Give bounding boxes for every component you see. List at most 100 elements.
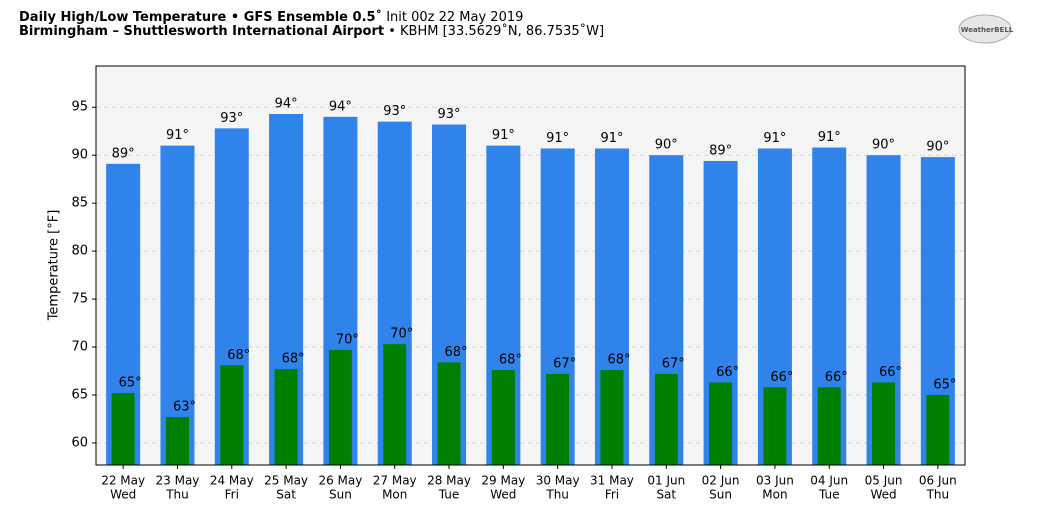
x-tick-label: 02 Jun (702, 474, 740, 488)
chart-subtitle: Birmingham – Shuttlesworth International… (19, 23, 604, 39)
x-tick-weekday: Wed (110, 488, 136, 502)
x-tick-weekday: Tue (438, 488, 460, 502)
value-label: 63° (173, 400, 196, 415)
logo-badge (958, 14, 1012, 44)
x-tick-label: 03 Jun (756, 474, 794, 488)
title-main: Daily High/Low Temperature • GFS Ensembl… (19, 9, 382, 25)
x-tick-label: 28 May (427, 474, 471, 488)
value-label: 66° (879, 365, 902, 380)
x-tick-label: 05 Jun (865, 474, 903, 488)
value-label: 67° (662, 356, 685, 371)
value-label: 94° (275, 96, 298, 111)
bar (654, 373, 678, 465)
x-tick-label: 27 May (373, 474, 417, 488)
x-tick-weekday: Tue (818, 488, 840, 502)
x-tick-label: 04 Jun (810, 474, 848, 488)
value-label: 67° (553, 356, 576, 371)
x-tick-label: 22 May (101, 474, 145, 488)
bar-layer (106, 113, 955, 466)
value-label: 68° (227, 348, 250, 363)
value-label: 91° (818, 130, 841, 145)
bar (709, 382, 733, 465)
x-tick-weekday: Fri (225, 488, 239, 502)
value-label: 70° (336, 332, 359, 347)
value-label: 66° (716, 365, 739, 380)
x-tick-weekday: Sun (329, 488, 352, 502)
value-label: 89° (112, 146, 135, 161)
plot-frame (95, 65, 966, 466)
y-axis-label: Temperature [°F] (47, 210, 62, 322)
bar (165, 417, 189, 465)
value-label: 91° (492, 128, 515, 143)
logo: WeatherBELL (961, 26, 1014, 34)
y-tick-label: 95 (71, 100, 88, 115)
value-label: 91° (546, 131, 569, 146)
bar (111, 393, 135, 465)
value-label: 93° (438, 107, 461, 122)
bar (274, 369, 298, 465)
bar (872, 382, 896, 465)
y-tick-label: 65 (71, 387, 88, 402)
y-tick-label: 85 (71, 196, 88, 211)
value-label: 65° (119, 376, 142, 391)
bar (600, 370, 624, 465)
value-label: 68° (607, 353, 630, 368)
value-label: 68° (445, 345, 468, 360)
value-label: 94° (329, 99, 352, 114)
x-tick-weekday: Fri (605, 488, 619, 502)
value-label: 91° (166, 128, 189, 143)
bar (926, 394, 950, 465)
bar (160, 145, 195, 466)
x-tick-label: 01 Jun (647, 474, 685, 488)
value-label: 90° (872, 138, 895, 153)
bar (491, 370, 515, 465)
x-tick-label: 25 May (264, 474, 308, 488)
x-tick-weekday: Thu (165, 488, 189, 502)
x-tick-weekday: Mon (382, 488, 407, 502)
bar (328, 349, 352, 465)
value-label: 70° (390, 327, 413, 342)
value-label: 65° (933, 377, 956, 392)
value-label: 93° (220, 111, 243, 126)
value-label: 68° (499, 353, 522, 368)
value-label: 93° (383, 104, 406, 119)
y-tick-label: 90 (71, 148, 88, 163)
value-label: 66° (825, 370, 848, 385)
x-tick-label: 26 May (318, 474, 362, 488)
y-tick-label: 75 (71, 292, 88, 307)
value-label: 89° (709, 143, 732, 158)
x-tick-label: 24 May (210, 474, 254, 488)
bar (817, 387, 841, 465)
x-tick-weekday: Thu (545, 488, 569, 502)
value-label: 90° (655, 138, 678, 153)
bar (437, 362, 461, 465)
y-tick-label: 60 (71, 435, 88, 450)
subtitle-detail: • KBHM [33.5629˚N, 86.7535˚W] (388, 23, 604, 39)
chart-title: Daily High/Low Temperature • GFS Ensembl… (19, 9, 523, 25)
value-label: 90° (926, 140, 949, 155)
x-tick-weekday: Sat (276, 488, 296, 502)
bar (220, 365, 244, 465)
x-tick-weekday: Thu (926, 488, 950, 502)
subtitle-main: Birmingham – Shuttlesworth International… (19, 24, 384, 39)
value-label: 91° (763, 131, 786, 146)
bar (546, 373, 570, 465)
x-tick-label: 31 May (590, 474, 634, 488)
y-tick-label: 80 (71, 244, 88, 259)
x-tick-weekday: Sat (656, 488, 676, 502)
y-tick-label: 70 (71, 340, 88, 355)
x-tick-weekday: Wed (870, 488, 896, 502)
bar (763, 387, 787, 465)
x-tick-label: 29 May (481, 474, 525, 488)
x-tick-label: 06 Jun (919, 474, 957, 488)
x-tick-weekday: Wed (490, 488, 516, 502)
title-detail: Init 00z 22 May 2019 (386, 10, 523, 25)
value-label: 91° (600, 131, 623, 146)
x-tick-weekday: Sun (709, 488, 732, 502)
x-tick-label: 30 May (536, 474, 580, 488)
value-label: 68° (282, 352, 305, 367)
bar (383, 344, 407, 465)
value-label: 66° (770, 370, 793, 385)
x-tick-label: 23 May (156, 474, 200, 488)
